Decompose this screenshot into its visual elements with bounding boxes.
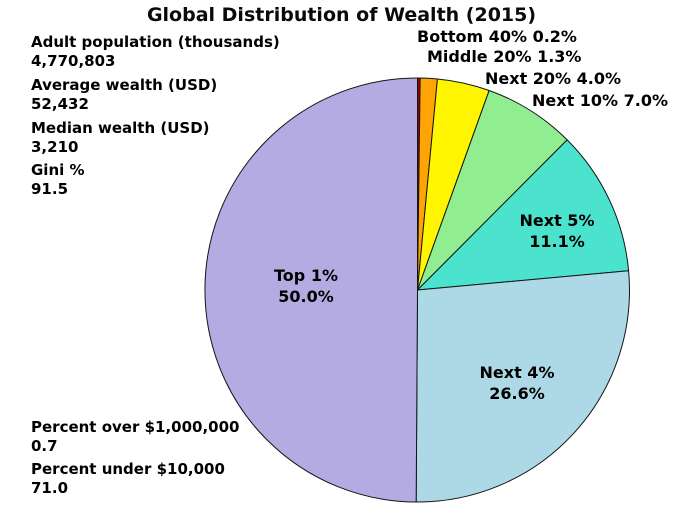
slice-callout-middle-20: Middle 20% 1.3%: [427, 47, 582, 66]
slice-callout-bottom-40: Bottom 40% 0.2%: [417, 27, 577, 46]
stat-median-wealth: Median wealth (USD) 3,210: [31, 119, 210, 157]
slice-callout-next-20: Next 20% 4.0%: [485, 69, 622, 88]
stat-label: Gini %: [31, 161, 85, 179]
stat-percent-over-million: Percent over $1,000,000 0.7: [31, 418, 239, 456]
stat-average-wealth: Average wealth (USD) 52,432: [31, 76, 217, 114]
stat-label: Median wealth (USD): [31, 119, 210, 137]
stat-value: 52,432: [31, 95, 89, 113]
stat-value: 3,210: [31, 138, 79, 156]
stat-value: 4,770,803: [31, 52, 116, 70]
stat-value: 71.0: [31, 479, 69, 497]
slice-label-top-1: Top 1% 50.0%: [274, 265, 338, 307]
chart-title: Global Distribution of Wealth (2015): [146, 4, 537, 26]
slice-label-line: Next 4%: [479, 363, 555, 382]
stat-adult-population: Adult population (thousands) 4,770,803: [31, 33, 280, 71]
slice-label-line: Top 1%: [274, 266, 338, 285]
slice-label-line: 26.6%: [489, 384, 545, 403]
pie-slice-top-1-: [204, 77, 418, 503]
stat-label: Percent over $1,000,000: [31, 418, 240, 436]
stat-label: Percent under $10,000: [31, 460, 225, 478]
slice-label-next-5: Next 5% 11.1%: [520, 210, 595, 252]
stat-value: 91.5: [31, 180, 69, 198]
slice-label-line: Next 5%: [519, 211, 595, 230]
slice-callout-next-10: Next 10% 7.0%: [532, 91, 669, 110]
pie-slice-next-4-: [415, 270, 630, 503]
slice-label-line: 11.1%: [529, 232, 585, 251]
stat-gini: Gini % 91.5: [31, 161, 85, 199]
slice-label-next-4: Next 4% 26.6%: [480, 362, 555, 404]
pie-slice-next-5-: [417, 139, 630, 291]
slice-label-line: 50.0%: [278, 287, 334, 306]
stat-value: 0.7: [31, 437, 58, 455]
stat-label: Average wealth (USD): [31, 76, 218, 94]
stat-label: Adult population (thousands): [31, 33, 280, 51]
stat-percent-under-10k: Percent under $10,000 71.0: [31, 460, 225, 498]
